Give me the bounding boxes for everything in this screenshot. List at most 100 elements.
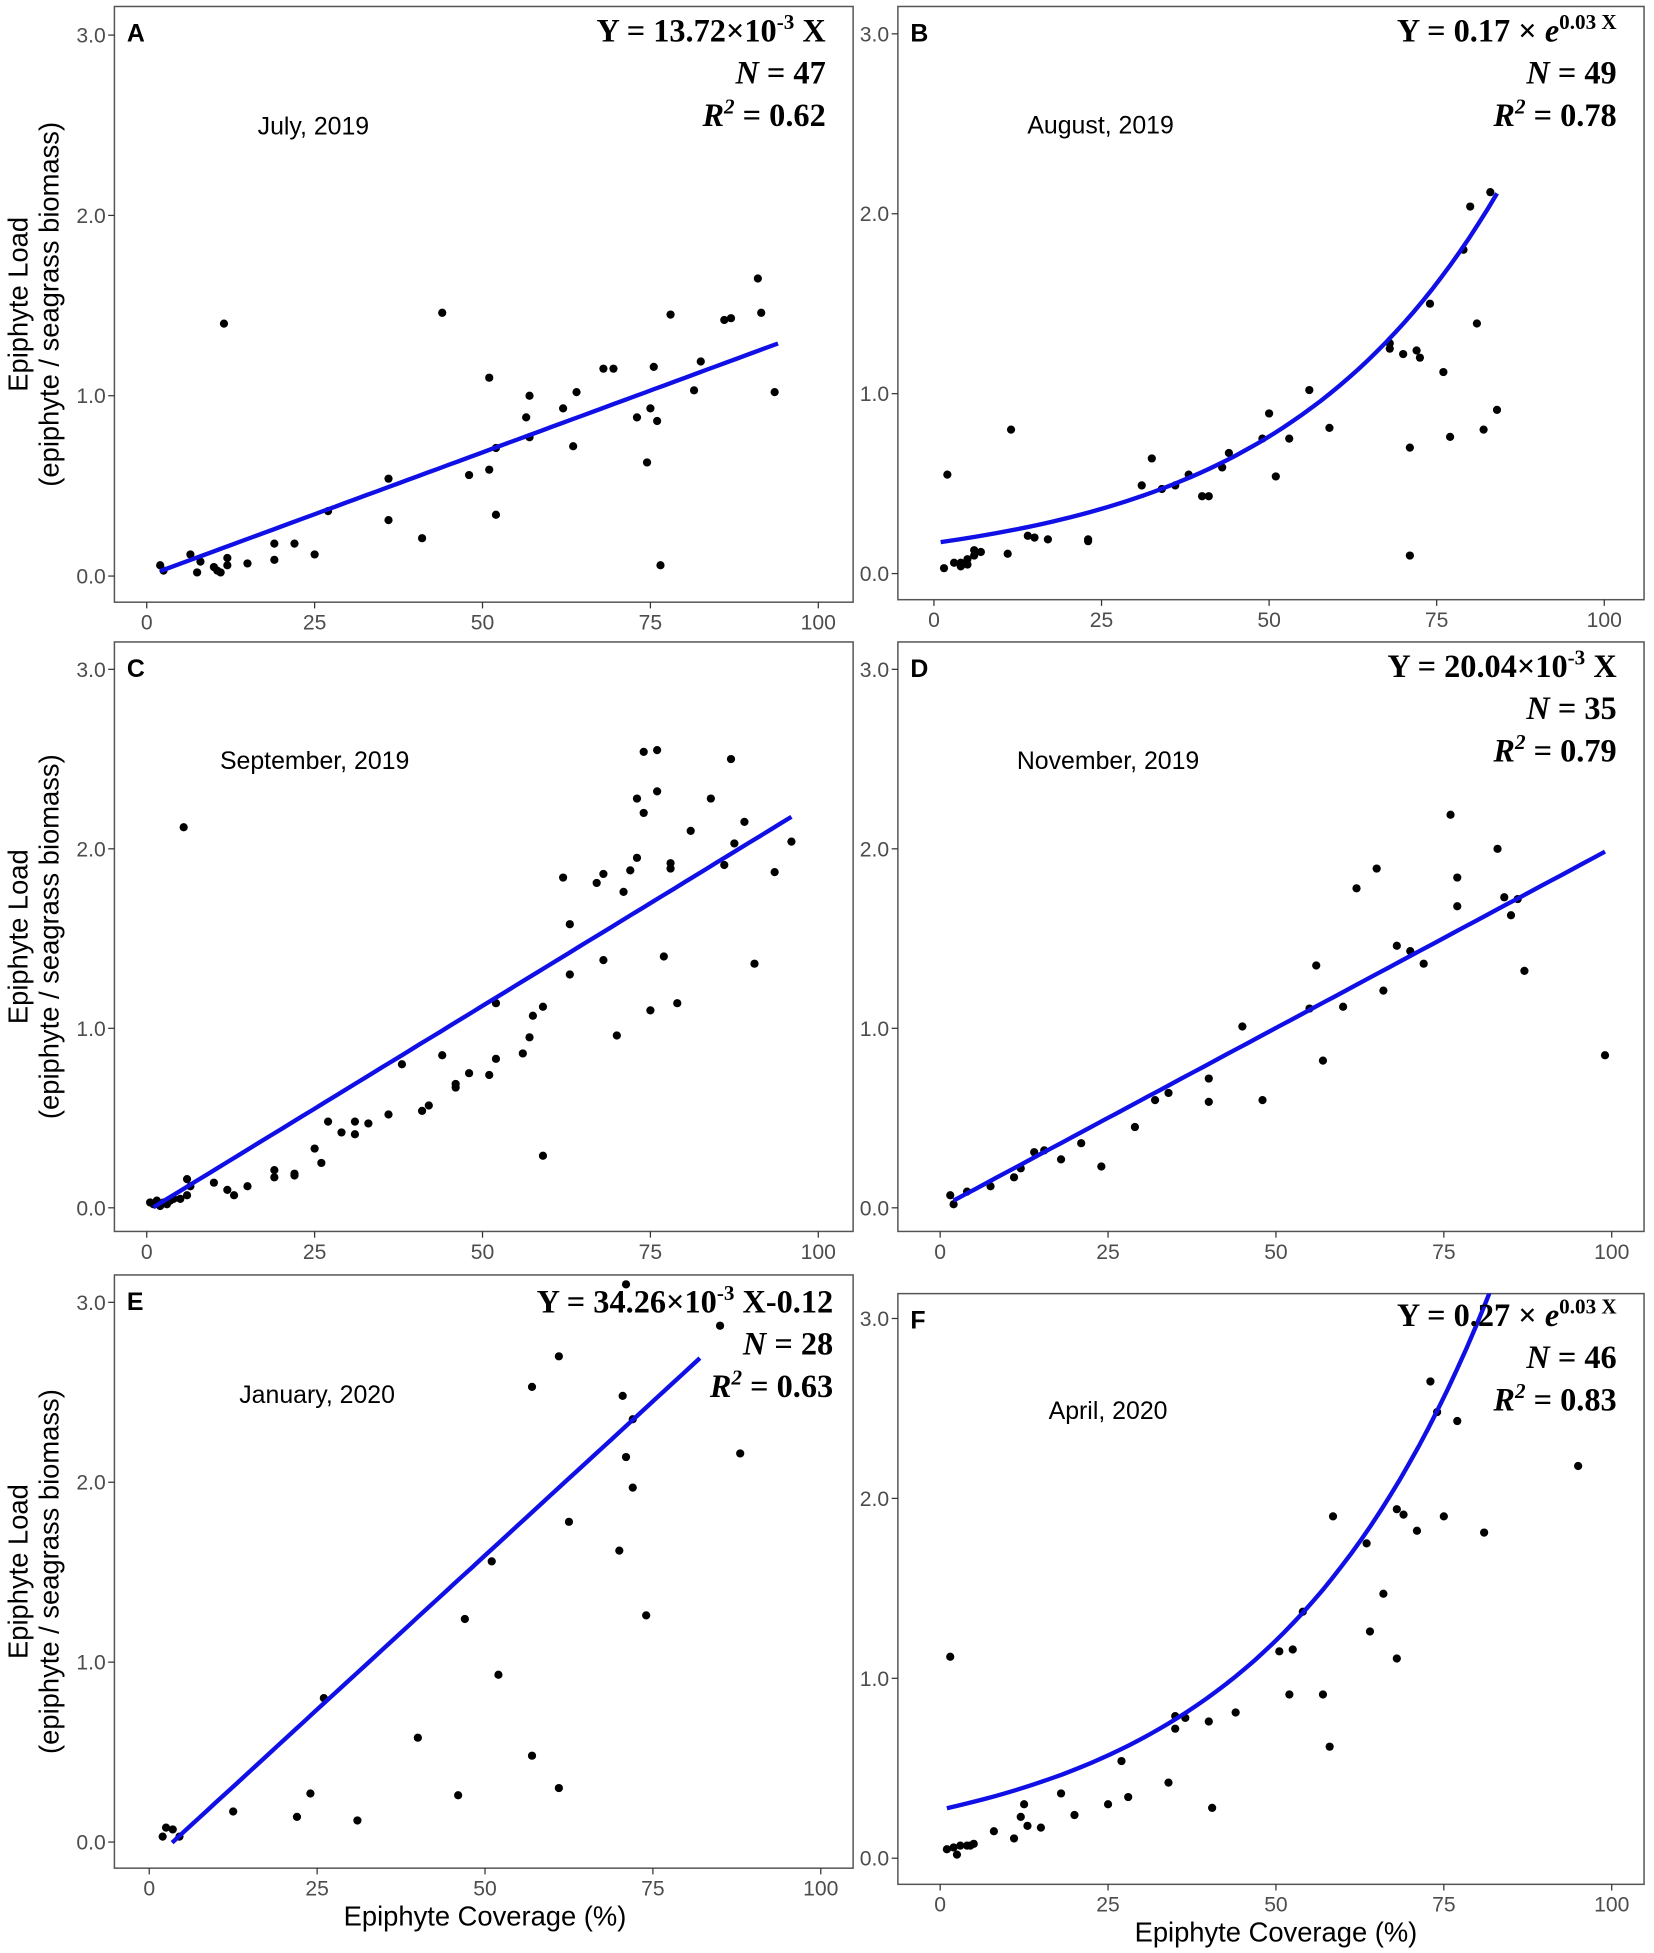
data-point [1419,959,1428,968]
data-point [649,362,658,371]
r-symbol: R [1492,1382,1515,1418]
data-point [270,555,279,564]
plot-frame [897,641,1645,1233]
data-point [413,1733,422,1742]
x-tick-label: 25 [303,612,327,635]
data-point [527,1382,537,1391]
data-point [1328,1512,1338,1521]
data-point [424,1101,433,1110]
y-tick-label: 0.0 [860,1848,889,1871]
data-point [179,823,188,832]
data-point [1204,1097,1213,1107]
y-tick-label: 2.0 [860,203,889,226]
data-point [1365,1627,1375,1636]
data-point [1379,1589,1388,1598]
data-point [770,388,779,397]
data-point [666,310,675,319]
data-point [750,959,759,968]
data-point [726,314,736,323]
data-point [642,458,652,467]
y-tick-label: 3.0 [76,25,105,48]
data-point [1231,1708,1240,1717]
n-label: N = 46 [1525,1339,1616,1375]
y-tick-label: 0.0 [860,1197,889,1220]
data-point [1312,961,1321,970]
data-point [494,1670,503,1679]
panel-title: April, 2020 [1049,1397,1168,1425]
data-point [1399,1510,1408,1519]
data-point [229,1807,238,1816]
data-point [599,956,608,965]
y-tick-label: 1.0 [860,1668,889,1691]
data-point [1318,1690,1328,1699]
data-point [306,1789,315,1798]
data-point [317,1158,326,1168]
data-point [223,1185,232,1194]
data-point [1258,1096,1267,1105]
data-point [182,1174,192,1184]
data-point [942,1845,951,1854]
data-point [689,386,699,395]
panel-A: 0 25 50 75 100 0.0 1.0 2.0 3.0 A July, 2019 Y = 13.… [2,5,854,635]
data-point [196,557,205,566]
data-point [1084,537,1093,546]
data-point [628,1483,637,1492]
x-tick-label: 75 [639,612,663,635]
r2-value: = 0.62 [735,97,826,133]
data-point [653,787,662,796]
points [158,1280,745,1841]
data-point [946,1191,955,1200]
data-point [612,1031,621,1040]
data-point [1405,443,1414,452]
data-point [1288,1645,1297,1654]
data-point [310,550,319,559]
y-tick-label: 3.0 [860,23,889,46]
data-point [736,1449,745,1458]
y-tick-label: 1.0 [76,1652,105,1675]
data-point [1426,1377,1435,1386]
data-point [572,388,581,397]
equation: Y = 0.17 × e0.03 X [1397,10,1618,48]
panel-letter: A [127,19,145,47]
data-point [686,826,695,835]
y-tick-label: 0.0 [76,1832,105,1855]
data-point [438,1051,447,1060]
x-tick-label: 100 [801,612,836,635]
data-point [770,868,779,877]
data-point [417,1106,427,1115]
data-point [1023,531,1032,540]
data-point [438,308,447,317]
data-point [176,1194,185,1203]
y-tick-label: 0.0 [76,1197,105,1220]
data-point [1479,425,1488,434]
data-point [726,754,736,764]
data-point [1077,1139,1086,1148]
data-point [168,1825,177,1834]
equation-main: Y = 0.17 × [1397,12,1545,48]
x-tick-label: 50 [473,1878,496,1901]
fit-line [952,849,1607,1203]
equation-tail: X [1585,648,1616,684]
data-point [364,1119,373,1128]
data-point [487,1557,496,1566]
data-point [350,1117,360,1126]
data-point [1480,1528,1489,1537]
x-tick-label: 100 [803,1878,838,1901]
data-point [161,1823,171,1832]
n-value: = 49 [1550,55,1617,91]
data-point [565,970,574,979]
data-point [1486,188,1495,197]
x-tick-label: 0 [141,1241,153,1264]
data-point [639,808,648,818]
data-point [564,1517,574,1526]
data-point [451,1079,460,1089]
data-point [1493,844,1502,853]
data-point [1574,1461,1583,1471]
data-point [1472,319,1482,328]
x-axis-label: Epiphyte Coverage (%) [1135,1917,1418,1948]
data-point [1204,1074,1213,1083]
x-tick-label: 75 [1432,1894,1456,1917]
data-point [384,474,393,483]
data-point [646,1006,655,1015]
data-point [1305,385,1314,395]
